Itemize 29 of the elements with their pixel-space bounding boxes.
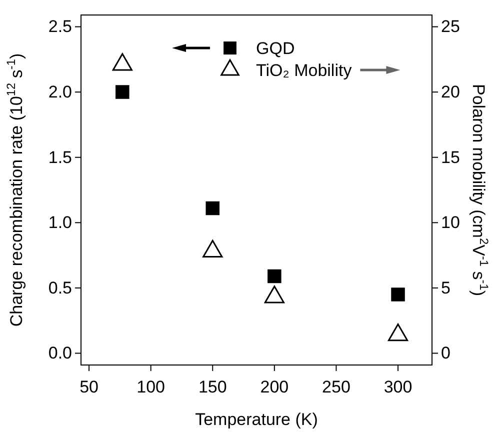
- point: [112, 53, 132, 71]
- y2-tick-label: 5: [441, 278, 450, 298]
- point: [206, 201, 220, 216]
- point: [264, 286, 284, 304]
- y-tick-label: 2.5: [48, 17, 72, 36]
- x-tick-label: 250: [322, 378, 350, 397]
- y2-tick-label: 25: [441, 17, 460, 36]
- point: [116, 85, 130, 99]
- y-tick-label: 2.0: [48, 82, 72, 102]
- x-tick-label: 200: [260, 378, 289, 397]
- point: [268, 269, 282, 284]
- y2-tick-label: 15: [441, 148, 460, 167]
- x-tick-label: 100: [136, 378, 166, 397]
- y-tick-label: 0.0: [48, 344, 72, 363]
- y-tick-label: 1.5: [48, 148, 72, 167]
- point: [202, 240, 223, 258]
- y2-tick-label: 20: [441, 82, 460, 102]
- x-tick-label: 300: [384, 378, 412, 397]
- x-tick-label: 150: [198, 378, 227, 397]
- point: [391, 288, 405, 302]
- x-tick-label: 50: [80, 378, 98, 397]
- y-tick-label: 1.0: [48, 213, 72, 232]
- point: [388, 323, 408, 342]
- legend-label: TiO₂ Mobility: [256, 61, 352, 80]
- y-tick-label: 0.5: [48, 278, 72, 298]
- x-axis-title: Temperature (K): [195, 410, 318, 429]
- y2-tick-label: 10: [441, 213, 460, 232]
- legend-label: GQD: [256, 39, 295, 58]
- y2-tick-label: 0: [441, 344, 450, 363]
